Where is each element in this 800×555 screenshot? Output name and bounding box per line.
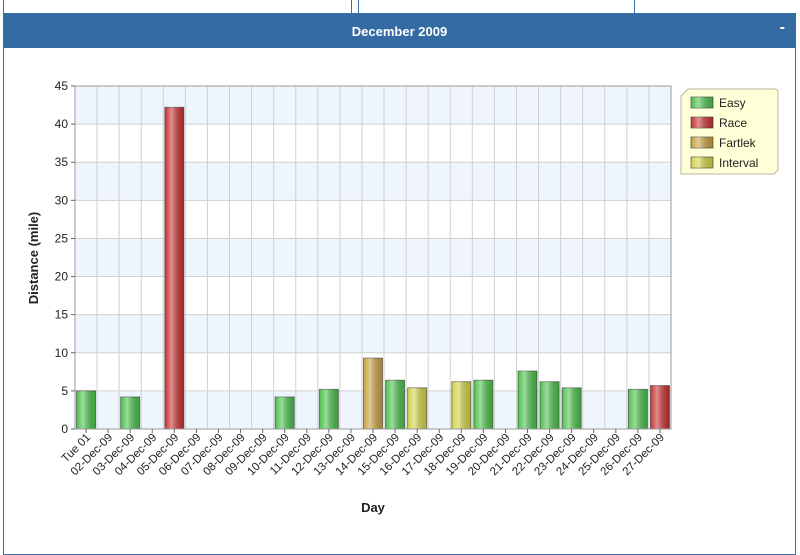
legend-item-race[interactable]: Race bbox=[690, 116, 747, 130]
legend-label: Race bbox=[719, 116, 747, 130]
bar-easy[interactable] bbox=[120, 396, 141, 430]
y-tick-label: 20 bbox=[55, 270, 69, 284]
y-tick-label: 30 bbox=[55, 193, 69, 207]
bar-interval[interactable] bbox=[407, 387, 428, 430]
bar-shine bbox=[650, 385, 670, 429]
legend-label: Interval bbox=[719, 156, 758, 170]
bar-shine bbox=[451, 381, 471, 429]
bar-easy[interactable] bbox=[274, 396, 295, 430]
bar-shine bbox=[628, 389, 648, 429]
y-tick-label: 25 bbox=[55, 231, 69, 245]
bar-easy[interactable] bbox=[539, 381, 560, 430]
bar-shine bbox=[518, 371, 538, 429]
y-tick-label: 10 bbox=[55, 346, 69, 360]
bar-shine bbox=[275, 396, 295, 429]
bar-shine bbox=[562, 387, 582, 429]
bar-shine bbox=[120, 396, 140, 429]
x-axis-label: Day bbox=[361, 500, 386, 515]
legend-swatch-shine bbox=[691, 157, 713, 168]
collapse-button[interactable]: - bbox=[779, 19, 785, 36]
bar-race[interactable] bbox=[164, 106, 185, 430]
bar-easy[interactable] bbox=[561, 387, 582, 430]
bar-fartlek[interactable] bbox=[363, 357, 383, 430]
legend-swatch-shine bbox=[691, 97, 713, 108]
bar-shine bbox=[407, 387, 427, 429]
legend-item-fartlek[interactable]: Fartlek bbox=[690, 136, 757, 150]
bar-shine bbox=[164, 107, 184, 429]
bar-interval[interactable] bbox=[451, 381, 472, 430]
bar-easy[interactable] bbox=[318, 388, 339, 430]
bar-easy[interactable] bbox=[473, 379, 494, 430]
panel-header: December 2009 - bbox=[4, 14, 795, 48]
bar-easy[interactable] bbox=[385, 379, 406, 430]
bar-shine bbox=[540, 381, 560, 429]
bar-shine bbox=[76, 390, 96, 429]
legend-swatch-shine bbox=[691, 117, 713, 128]
bar-shine bbox=[473, 380, 493, 429]
bar-shine bbox=[385, 380, 405, 429]
legend: Easy Race Fartlek Interval bbox=[680, 88, 779, 175]
legend-swatch-shine bbox=[691, 137, 713, 148]
legend-label: Fartlek bbox=[719, 136, 757, 150]
bar-shine bbox=[319, 389, 339, 429]
panel-title: December 2009 bbox=[351, 23, 448, 39]
bar-easy[interactable] bbox=[627, 388, 648, 430]
y-tick-label: 15 bbox=[55, 308, 69, 322]
bar-easy[interactable] bbox=[517, 370, 538, 430]
legend-item-easy[interactable]: Easy bbox=[690, 96, 746, 110]
legend-item-interval[interactable]: Interval bbox=[690, 156, 758, 170]
y-tick-label: 40 bbox=[55, 117, 69, 131]
bar-race[interactable] bbox=[649, 385, 670, 430]
bar-easy[interactable] bbox=[76, 390, 97, 430]
y-tick-label: 35 bbox=[55, 155, 69, 169]
y-axis-label: Distance (mile) bbox=[26, 212, 41, 304]
legend-box bbox=[680, 88, 779, 175]
legend-label: Easy bbox=[719, 96, 746, 110]
y-tick-label: 0 bbox=[61, 422, 68, 436]
y-tick-label: 45 bbox=[55, 79, 69, 93]
bar-shine bbox=[363, 358, 383, 429]
y-tick-label: 5 bbox=[61, 384, 68, 398]
